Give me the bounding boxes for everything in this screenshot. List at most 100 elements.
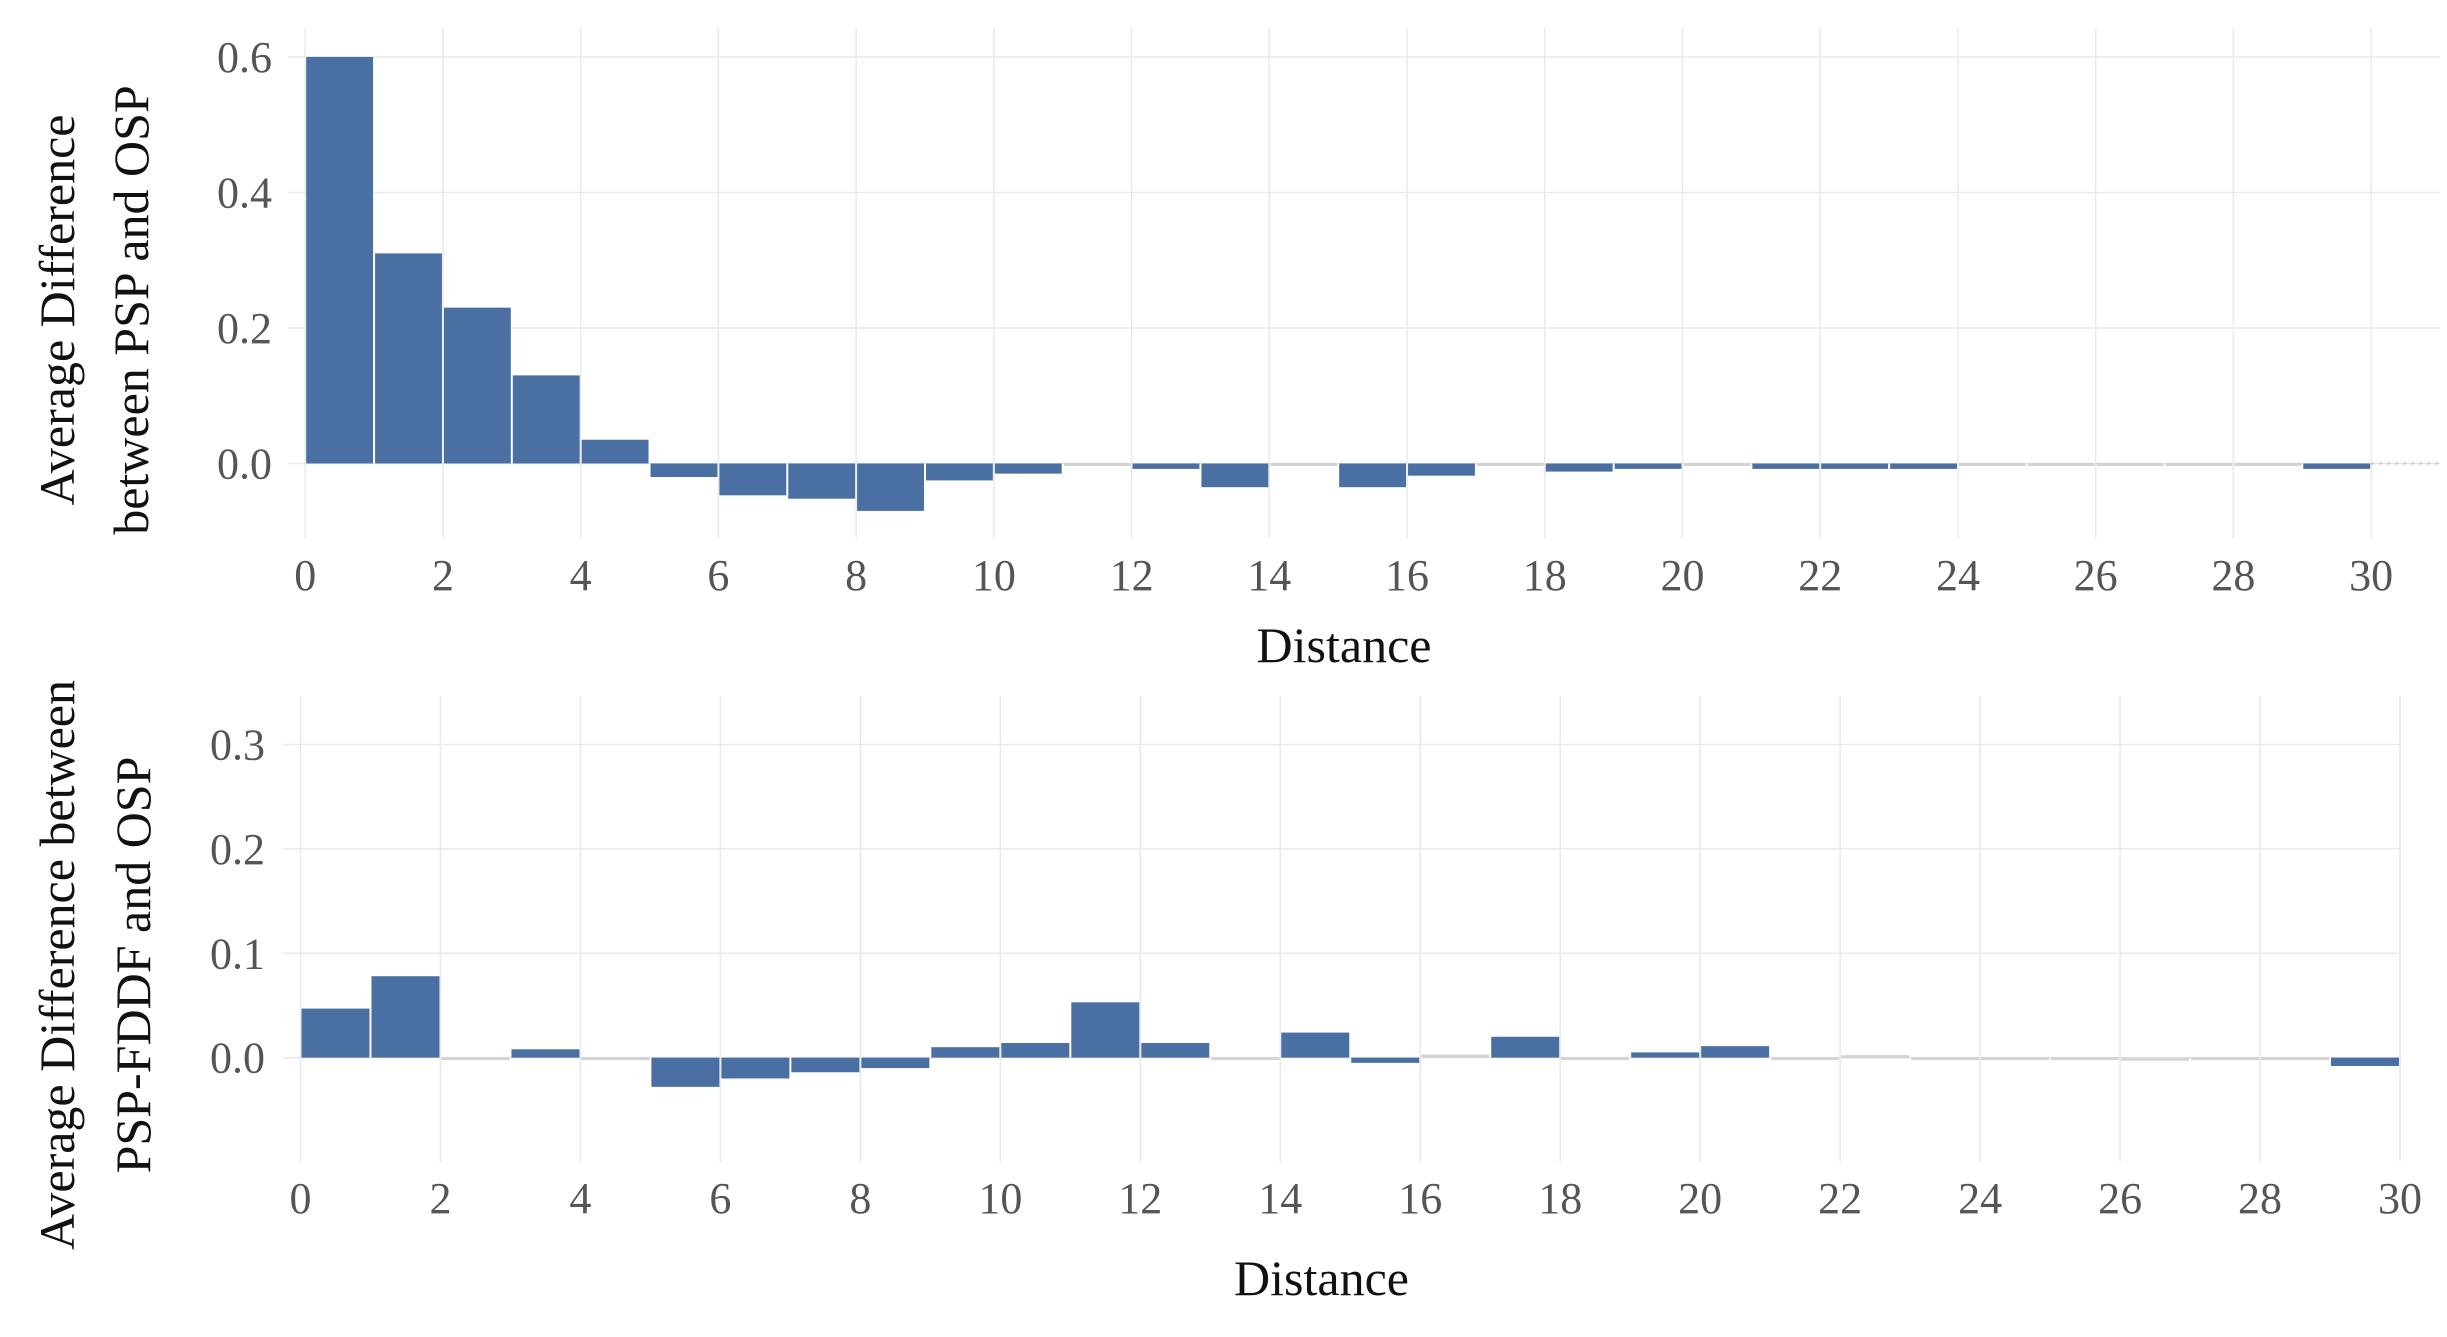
x-tick-label: 10 — [972, 551, 1016, 600]
bar-distance-12 — [1141, 1043, 1210, 1058]
bar-distance-1 — [371, 976, 440, 1058]
bar-distance-21 — [1752, 463, 1820, 469]
x-tick-label: 8 — [849, 1174, 871, 1223]
x-tick-label: 6 — [709, 1174, 731, 1223]
x-tick-label: 30 — [2378, 1174, 2422, 1223]
bar-distance-26 — [2121, 1057, 2190, 1061]
bar-distance-9 — [925, 463, 993, 481]
y-tick-label: 0.2 — [217, 304, 272, 353]
bar-distance-5 — [651, 1057, 720, 1087]
x-tick-label: 0 — [294, 551, 316, 600]
bar-distance-25 — [2027, 462, 2095, 466]
bar-distance-28 — [2234, 462, 2302, 466]
y-axis-title-line: between PSP and OSP — [103, 85, 159, 535]
y-tick-label: 0.3 — [210, 721, 265, 770]
y-tick-labels: 0.0 0.2 0.4 0.6 — [217, 33, 272, 489]
bar-distance-0 — [301, 1008, 370, 1058]
x-tick-label: 12 — [1110, 551, 1154, 600]
bar-distance-8 — [861, 1057, 930, 1069]
x-tick-label: 12 — [1118, 1174, 1162, 1223]
bar-distance-2 — [443, 307, 511, 464]
y-axis-title-line: Average Difference — [29, 115, 85, 506]
x-tick-labels: 0 2 4 6 8 10 12 14 16 18 20 22 24 26 28 30 — [294, 551, 2393, 600]
x-tick-label: 20 — [1660, 551, 1704, 600]
bar-distance-26 — [2096, 462, 2164, 466]
bar-distance-28 — [2261, 1057, 2330, 1061]
x-tick-label: 16 — [1398, 1174, 1442, 1223]
bar-distance-0 — [306, 56, 374, 464]
bar-distance-18 — [1561, 1057, 1630, 1061]
y-axis-title-line: PSP-FDDF and OSP — [105, 757, 161, 1174]
x-tick-label: 2 — [432, 551, 454, 600]
y-tick-labels: 0.0 0.1 0.2 0.3 — [210, 721, 265, 1083]
x-tick-label: 22 — [1818, 1174, 1862, 1223]
bar-distance-10 — [994, 463, 1062, 474]
bar-distance-24 — [1981, 1057, 2050, 1061]
bar-distance-17 — [1491, 1036, 1560, 1058]
x-tick-label: 28 — [2238, 1174, 2282, 1223]
bar-distance-13 — [1211, 1057, 1280, 1061]
y-tick-label: 0.1 — [210, 929, 265, 978]
x-tick-label: 4 — [569, 1174, 591, 1223]
bar-distance-6 — [719, 463, 787, 496]
x-tick-label: 14 — [1247, 551, 1291, 600]
bar-distance-27 — [2165, 462, 2233, 466]
bar-distance-24 — [1958, 462, 2026, 466]
y-tick-label: 0.4 — [217, 168, 272, 217]
bar-distance-6 — [721, 1057, 790, 1079]
y-tick-label: 0.0 — [217, 439, 272, 488]
bar-distance-7 — [791, 1057, 860, 1073]
bar-distance-15 — [1351, 1057, 1420, 1063]
x-tick-label: 16 — [1385, 551, 1429, 600]
x-tick-label: 22 — [1798, 551, 1842, 600]
bar-distance-14 — [1270, 462, 1338, 466]
y-axis-title-line: Average Difference between — [29, 680, 85, 1250]
x-tick-label: 10 — [978, 1174, 1022, 1223]
y-tick-label: 0.0 — [210, 1034, 265, 1083]
bar-distance-14 — [1281, 1032, 1350, 1058]
bar-distance-19 — [1631, 1052, 1700, 1058]
x-axis-title: Distance — [1234, 1250, 1409, 1306]
x-tick-label: 8 — [845, 551, 867, 600]
bar-distance-11 — [1063, 462, 1131, 466]
bar-distance-2 — [441, 1057, 510, 1061]
bar-distance-23 — [1890, 463, 1957, 469]
bar-distance-7 — [788, 463, 856, 499]
bar-distance-21 — [1771, 1057, 1840, 1061]
x-tick-label: 20 — [1678, 1174, 1722, 1223]
bar-distance-22 — [1821, 463, 1889, 469]
bar-distance-1 — [375, 253, 442, 464]
x-tick-label: 24 — [1958, 1174, 2002, 1223]
bar-distance-19 — [1614, 463, 1682, 469]
bar-distance-15 — [1339, 463, 1407, 488]
y-tick-label: 0.6 — [217, 33, 272, 82]
bar-distance-13 — [1201, 463, 1269, 488]
x-tick-label: 18 — [1538, 1174, 1582, 1223]
bars — [301, 976, 2399, 1087]
bar-distance-12 — [1132, 463, 1200, 469]
bar-distance-22 — [1841, 1055, 1910, 1059]
x-tick-label: 26 — [2098, 1174, 2142, 1223]
y-axis-title: Average Difference between PSP and OSP — [29, 85, 159, 535]
chart-psp-vs-osp: 0 2 4 6 8 10 12 14 16 18 20 22 24 26 28 300.00.20.40.6D… — [29, 28, 2440, 673]
x-tick-label: 6 — [707, 551, 729, 600]
bar-distance-27 — [2191, 1057, 2260, 1061]
bar-distance-29 — [2303, 463, 2371, 469]
x-tick-label: 30 — [2349, 551, 2393, 600]
x-tick-label: 24 — [1936, 551, 1980, 600]
bar-distance-11 — [1071, 1002, 1140, 1058]
bar-distance-4 — [581, 439, 649, 464]
bar-distance-18 — [1545, 463, 1613, 472]
bar-distance-4 — [581, 1057, 650, 1061]
bar-distance-17 — [1476, 462, 1544, 466]
y-tick-label: 0.2 — [210, 825, 265, 874]
x-tick-label: 4 — [570, 551, 592, 600]
x-tick-label: 0 — [289, 1174, 311, 1223]
x-tick-label: 14 — [1258, 1174, 1302, 1223]
bar-distance-25 — [2051, 1057, 2120, 1061]
bar-distance-23 — [1911, 1057, 1980, 1061]
gridlines — [283, 696, 2401, 1162]
bar-distance-3 — [512, 375, 580, 464]
bar-distance-8 — [857, 463, 924, 511]
